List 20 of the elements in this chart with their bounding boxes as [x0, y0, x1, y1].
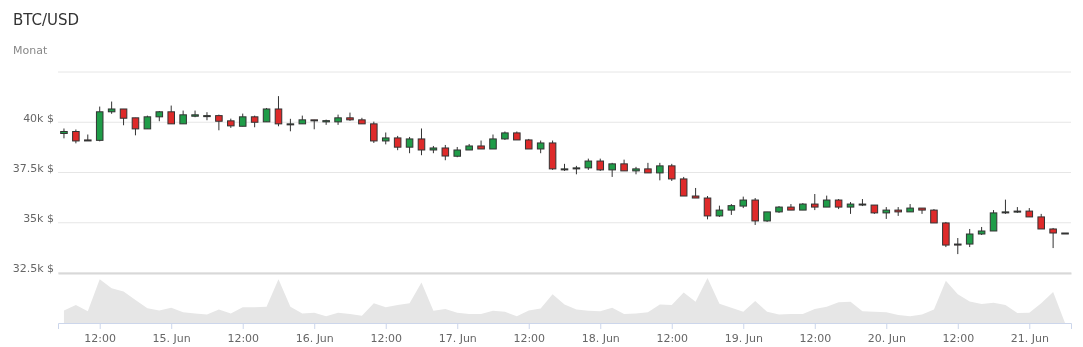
chart-subtitle: Monat	[13, 44, 48, 57]
y-tick-label: 40k $	[23, 111, 54, 125]
chart-title: BTC/USD	[13, 11, 80, 29]
x-tick-label: 12:00	[942, 331, 975, 345]
y-tick-label: 35k $	[23, 212, 54, 226]
x-tick-label: 12:00	[370, 331, 403, 345]
x-tick-label: 20. Jun	[867, 331, 906, 345]
x-tick-label: 16. Jun	[295, 331, 334, 345]
x-tick-label: 12:00	[227, 331, 260, 345]
y-tick-label: 32.5k $	[12, 262, 54, 276]
x-tick-label: 12:00	[84, 331, 117, 345]
x-tick-label: 17. Jun	[438, 331, 477, 345]
x-tick-label: 12:00	[513, 331, 546, 345]
x-tick-label: 18. Jun	[581, 331, 620, 345]
x-tick-label: 12:00	[656, 331, 689, 345]
x-tick-label: 15. Jun	[152, 331, 191, 345]
x-tick-label: 21. Jun	[1010, 331, 1049, 345]
x-tick-label: 12:00	[799, 331, 832, 345]
y-tick-label: 37.5k $	[12, 161, 54, 175]
x-tick-label: 19. Jun	[724, 331, 763, 345]
